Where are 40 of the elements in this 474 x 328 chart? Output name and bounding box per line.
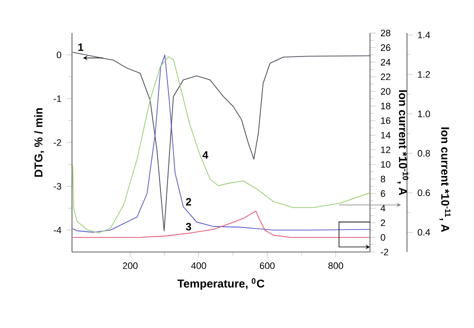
y-axis-title: DTG, % / min [34,108,44,177]
y3-tick-label: 1.0 [418,110,430,118]
annotation: 4 [202,151,208,159]
y2-tick-label: 22 [380,74,390,80]
y2-tick-label: 4 [380,204,386,212]
y2-tick-label: 14 [381,132,390,138]
x-tick-label: 800 [328,262,344,269]
y3-tick-label: 0.4 [418,228,430,236]
y3-tick-label: 0.8 [418,150,430,157]
y2-tick-label: 12 [381,146,390,154]
annotation: 2 [186,198,192,206]
y2-tick-label: 20 [380,88,390,95]
x-tick-label: 200 [122,262,138,269]
y2-tick-label: 6 [380,190,386,197]
y-tick-label: -3 [54,183,62,190]
y2-tick-label: 2 [380,220,386,226]
line-series [72,210,370,238]
y-tick-label: 0 [56,52,62,58]
y-tick-label: -4 [54,226,62,234]
annotation: 1 [78,44,84,51]
annotation: 3 [186,222,192,230]
y2-tick-label: 0 [380,234,386,241]
y2-tick-label: 16 [381,117,390,124]
y2-tick-label: 18 [381,102,390,110]
y3-tick-label: 1.2 [418,71,430,78]
y2-tick-label: 8 [380,176,386,182]
y2-tick-label: -2 [380,248,388,256]
y3-tick-label: 1.4 [418,32,430,38]
y2-tick-label: 10 [381,161,390,168]
y3-axis-title: Ion current *10$^{-11}$, A [440,127,450,232]
y2-axis-title: Ion current *10$^{-10}$, A [397,90,408,196]
y2-tick-label: 26 [380,44,390,51]
y-tick-label: -1 [54,95,62,102]
y2-tick-label: 28 [380,30,390,36]
x-axis-title: Temperature, $^{0}$C [177,278,264,290]
y-tick-label: -2 [54,139,62,146]
y3-tick-label: 0.6 [418,190,430,196]
x-tick-label: 600 [260,262,275,269]
x-tick-label: 400 [191,262,206,269]
y2-tick-label: 24 [380,58,390,66]
